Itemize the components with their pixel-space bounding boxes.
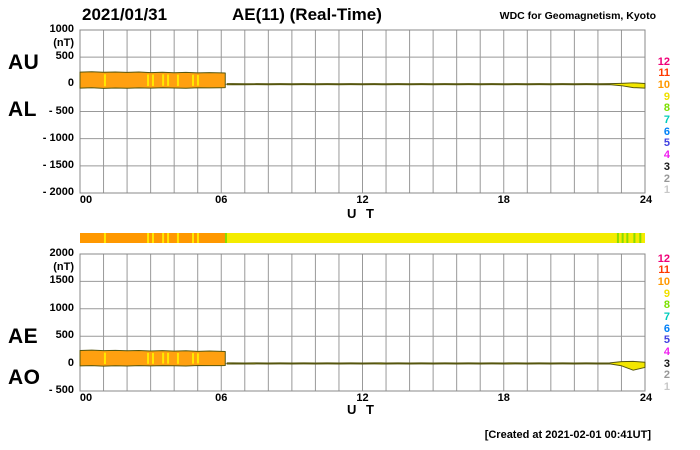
ytick-label: - 500 bbox=[48, 384, 74, 396]
legend-activity-level: 4 bbox=[663, 149, 670, 162]
plot-border bbox=[79, 29, 646, 194]
band-streak bbox=[196, 353, 199, 364]
ytick-label: 1000 bbox=[49, 301, 74, 314]
plot-date: 2021/01/31 bbox=[82, 5, 168, 24]
xtick-label: 18 bbox=[497, 194, 510, 206]
axis-label-au: AU bbox=[8, 51, 40, 74]
ytick-label: 2000 bbox=[49, 247, 74, 259]
band-streak bbox=[147, 352, 150, 364]
legend-activity-level: 1 bbox=[663, 184, 670, 197]
source-credit: WDC for Geomagnetism, Kyoto bbox=[499, 10, 656, 22]
band-streak bbox=[151, 74, 154, 87]
ytick-label: - 1500 bbox=[42, 158, 74, 171]
ytick-label: - 500 bbox=[48, 104, 74, 117]
ytick-label: 0 bbox=[67, 77, 74, 90]
band-streak bbox=[103, 74, 106, 87]
legend-activity-level: 5 bbox=[663, 334, 670, 347]
band-streak bbox=[167, 74, 170, 86]
activity-bar-streak-yellow bbox=[167, 233, 170, 243]
yaxis-unit: (nT) bbox=[53, 37, 74, 49]
band-streak bbox=[103, 352, 106, 365]
activity-bar-streak-green bbox=[616, 233, 619, 243]
activity-bar-streak-yellow bbox=[103, 233, 106, 243]
legend-activity-level: 3 bbox=[663, 357, 670, 370]
band-streak bbox=[162, 74, 165, 86]
band-streak bbox=[162, 352, 165, 364]
axis-label-ae: AE bbox=[8, 325, 39, 348]
ytick-label: 1500 bbox=[49, 274, 74, 287]
plot-border bbox=[79, 253, 646, 392]
legend-activity-level: 8 bbox=[663, 299, 670, 312]
xtick-label: 00 bbox=[79, 392, 93, 404]
activity-bar-streak-green bbox=[621, 233, 624, 243]
yaxis-unit: (nT) bbox=[53, 261, 74, 273]
band-streak bbox=[151, 352, 154, 364]
ytick-label: - 2000 bbox=[42, 186, 74, 198]
activity-bar-streak-green bbox=[639, 233, 642, 243]
ytick-label: 0 bbox=[67, 356, 74, 369]
legend-activity-level: 4 bbox=[663, 345, 670, 358]
xtick-label: 18 bbox=[497, 392, 510, 404]
activity-bar-streak-yellow bbox=[176, 233, 179, 243]
activity-bar-streak-yellow bbox=[192, 233, 194, 243]
band-streak bbox=[176, 74, 179, 87]
axis-label-ao: AO bbox=[8, 366, 41, 389]
xaxis-title-top: U T bbox=[347, 206, 377, 221]
activity-bar-streak-yellow bbox=[162, 233, 165, 243]
xtick-label: 24 bbox=[639, 194, 653, 206]
legend-activity-level: 8 bbox=[663, 102, 670, 115]
xaxis-title-bottom: U T bbox=[347, 402, 377, 417]
legend-activity-level: 6 bbox=[663, 125, 670, 138]
activity-bar-streak-yellow bbox=[151, 233, 154, 243]
band-streak bbox=[196, 74, 199, 86]
legend-activity-level: 10 bbox=[657, 275, 670, 288]
ytick-label: - 1000 bbox=[42, 131, 74, 144]
legend-activity-level: 12 bbox=[657, 252, 670, 265]
legend-activity-level: 9 bbox=[663, 287, 670, 300]
legend-activity-level: 12 bbox=[657, 55, 670, 68]
band-streak bbox=[167, 352, 170, 364]
legend-activity-level: 9 bbox=[663, 90, 670, 103]
legend-activity-level: 7 bbox=[663, 114, 670, 127]
xtick-label: 24 bbox=[639, 392, 653, 404]
activity-bar-streak-yellow bbox=[147, 233, 150, 243]
activity-bar-segment bbox=[225, 233, 646, 243]
legend-activity-level: 7 bbox=[663, 310, 670, 323]
activity-bar-streak-green bbox=[626, 233, 629, 243]
xtick-label: 06 bbox=[215, 194, 228, 206]
activity-bar-streak-green bbox=[224, 233, 227, 243]
legend-activity-level: 10 bbox=[657, 79, 670, 92]
xtick-label: 06 bbox=[215, 392, 228, 404]
xtick-label: 00 bbox=[79, 194, 93, 206]
activity-bar-streak-green bbox=[633, 233, 636, 243]
legend-activity-level: 11 bbox=[658, 67, 670, 80]
xtick-label: 12 bbox=[356, 194, 369, 206]
xtick-label: 12 bbox=[356, 392, 369, 404]
data-band-quiet bbox=[226, 82, 646, 89]
band-streak bbox=[192, 74, 194, 86]
legend-activity-level: 2 bbox=[663, 369, 670, 382]
ytick-label: 1000 bbox=[49, 23, 74, 35]
activity-bar-streak-yellow bbox=[196, 233, 199, 243]
plot-title: AE(11) (Real-Time) bbox=[232, 5, 382, 24]
legend-activity-level: 5 bbox=[663, 137, 670, 150]
band-streak bbox=[147, 74, 150, 87]
axis-label-al: AL bbox=[8, 98, 37, 121]
band-streak bbox=[176, 353, 179, 364]
legend-activity-level: 6 bbox=[663, 322, 670, 335]
legend-activity-level: 3 bbox=[663, 160, 670, 173]
created-timestamp: [Created at 2021-02-01 00:41UT] bbox=[484, 429, 651, 441]
band-streak bbox=[192, 353, 194, 364]
ytick-label: 500 bbox=[55, 329, 74, 342]
legend-activity-level: 2 bbox=[663, 172, 670, 185]
legend-activity-level: 1 bbox=[663, 380, 670, 393]
legend-activity-level: 11 bbox=[658, 264, 670, 277]
ytick-label: 500 bbox=[55, 50, 74, 63]
data-band-quiet bbox=[226, 360, 646, 371]
